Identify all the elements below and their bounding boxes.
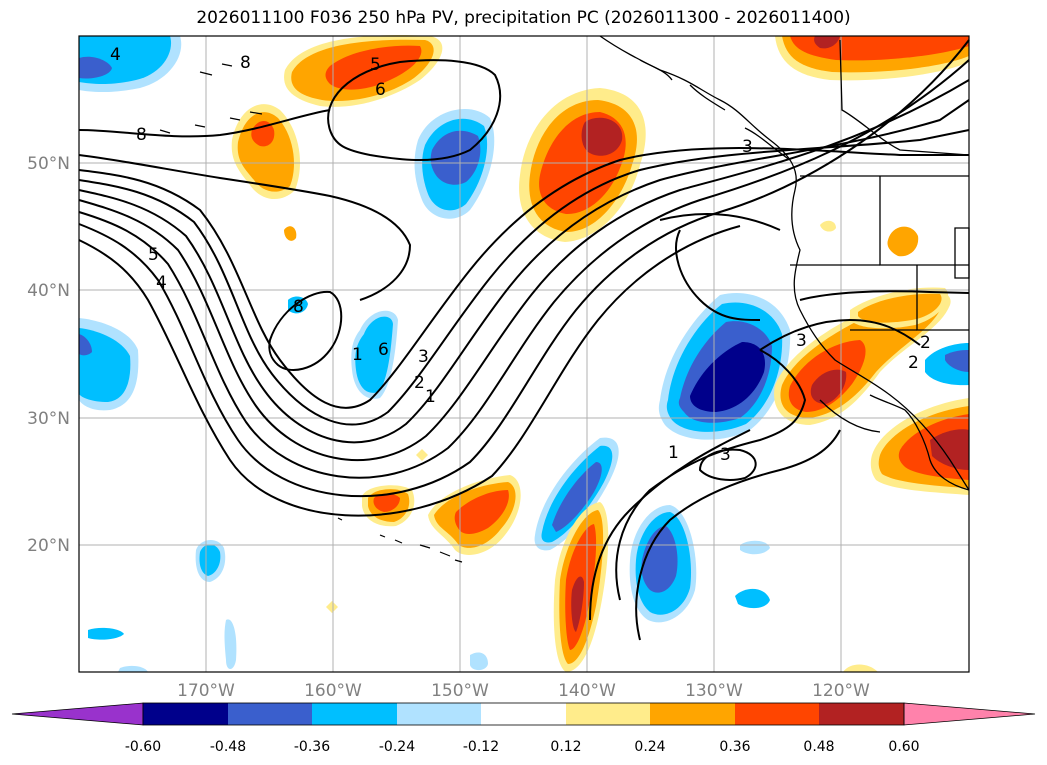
contour-label: 4	[156, 273, 167, 293]
anomaly-negative	[79, 334, 92, 356]
anomaly-negative	[552, 462, 602, 532]
map-title: 2026011100 F036 250 hPa PV, precipitatio…	[196, 8, 851, 28]
lat-label: 40°N	[27, 281, 70, 301]
islands	[159, 63, 463, 563]
anomaly-positive	[858, 293, 942, 323]
anomaly-positive	[930, 429, 969, 470]
anomaly-negative	[118, 665, 148, 672]
anomaly-negative	[690, 342, 766, 412]
anomaly-positive	[326, 601, 338, 613]
anomaly-negative	[79, 328, 131, 402]
anomaly-positive	[454, 490, 509, 534]
lat-label: 20°N	[27, 536, 70, 556]
colorbar-extend-max	[903, 702, 1036, 726]
colorbar-segment	[143, 703, 228, 725]
anomaly-negative	[288, 296, 308, 314]
anomaly-negative	[224, 619, 237, 669]
contour-label: 4	[110, 45, 121, 65]
anomaly-negative	[470, 652, 488, 671]
contour-label: 1	[668, 443, 679, 463]
anomaly-positive	[571, 576, 584, 632]
anomaly-positive	[284, 226, 297, 241]
anomaly-positive	[820, 220, 836, 232]
lon-label: 160°W	[304, 681, 362, 701]
anomaly-negative	[79, 56, 112, 79]
anomaly-negative	[88, 627, 124, 640]
colorbar-tick-label: -0.48	[210, 739, 246, 755]
lon-label: 120°W	[812, 681, 870, 701]
contour-label: 1	[425, 387, 436, 407]
colorbar-extend-min	[11, 702, 144, 726]
colorbar-tick-label: -0.24	[379, 739, 415, 755]
anomaly-positive	[581, 117, 623, 156]
colorbar-segment	[566, 703, 650, 725]
lat-label: 30°N	[27, 409, 70, 429]
contour-label: 3	[418, 347, 429, 367]
latitude-labels: 50°N 40°N 30°N 20°N	[27, 154, 70, 556]
contour-label: 5	[370, 55, 381, 75]
colorbar: -0.60 -0.48 -0.36 -0.24 -0.12 0.12 0.24 …	[11, 702, 1036, 755]
colorbar-segment	[312, 703, 397, 725]
contour-label: 3	[796, 331, 807, 351]
colorbar-tick-label: 0.12	[550, 739, 581, 755]
colorbar-segment	[397, 703, 481, 725]
contour-label: 8	[240, 53, 251, 73]
contour-label: 3	[742, 137, 753, 157]
colorbar-segment	[650, 703, 735, 725]
colorbar-frame	[142, 702, 905, 726]
contour-label: 2	[920, 333, 931, 353]
anomaly-positive	[814, 36, 840, 49]
contour-label: 2	[908, 353, 919, 373]
anomaly-positive	[887, 226, 919, 257]
anomaly-positive	[416, 449, 428, 461]
contour-label: 5	[148, 245, 159, 265]
colorbar-segment	[819, 703, 904, 725]
anomaly-negative	[740, 540, 770, 555]
anomaly-negative	[355, 316, 393, 393]
graticule	[79, 36, 969, 672]
map-frame	[78, 35, 970, 673]
colorbar-tick-label: 0.60	[888, 739, 919, 755]
colorbar-segment	[228, 703, 312, 725]
pv-contours	[78, 39, 970, 641]
coastlines	[599, 35, 970, 491]
contour-label: 1	[352, 345, 363, 365]
colorbar-tick-label: -0.60	[125, 739, 161, 755]
lat-label: 50°N	[27, 154, 70, 174]
anomaly-negative	[735, 588, 770, 609]
colorbar-tick-label: -0.12	[463, 739, 499, 755]
contour-label: 3	[720, 445, 731, 465]
contour-labels: 1 2 3 4 5 6 8 1 2 3 1 3 3 2 6 8 8 4 5	[110, 45, 931, 465]
anomaly-positive	[810, 369, 847, 404]
colorbar-segment	[481, 703, 566, 725]
lon-label: 170°W	[177, 681, 235, 701]
map-panel: 1 2 3 4 5 6 8 1 2 3 1 3 3 2 6 8 8 4 5	[78, 35, 970, 673]
longitude-labels: 170°W 160°W 150°W 140°W 130°W 120°W	[177, 681, 870, 701]
colorbar-tick-label: 0.36	[719, 739, 750, 755]
contour-label: 8	[293, 297, 304, 317]
anomaly-positive	[843, 664, 878, 672]
lon-label: 140°W	[558, 681, 616, 701]
contour-label: 8	[136, 125, 147, 145]
contour-label: 6	[375, 80, 386, 100]
lon-label: 150°W	[431, 681, 489, 701]
colorbar-tick-label: 0.24	[634, 739, 665, 755]
anomaly-negative	[199, 544, 221, 576]
colorbar-tick-label: -0.36	[294, 739, 330, 755]
anomaly-negative	[945, 350, 969, 372]
colorbar-segment	[735, 703, 819, 725]
contour-label: 6	[378, 340, 389, 360]
colorbar-tick-label: 0.48	[803, 739, 834, 755]
lon-label: 130°W	[685, 681, 743, 701]
contour-label: 2	[414, 373, 425, 393]
anomaly-negative	[641, 526, 678, 593]
anomaly-negative	[430, 130, 481, 185]
anomaly-positive	[325, 45, 422, 90]
anomaly-positive	[373, 493, 400, 512]
